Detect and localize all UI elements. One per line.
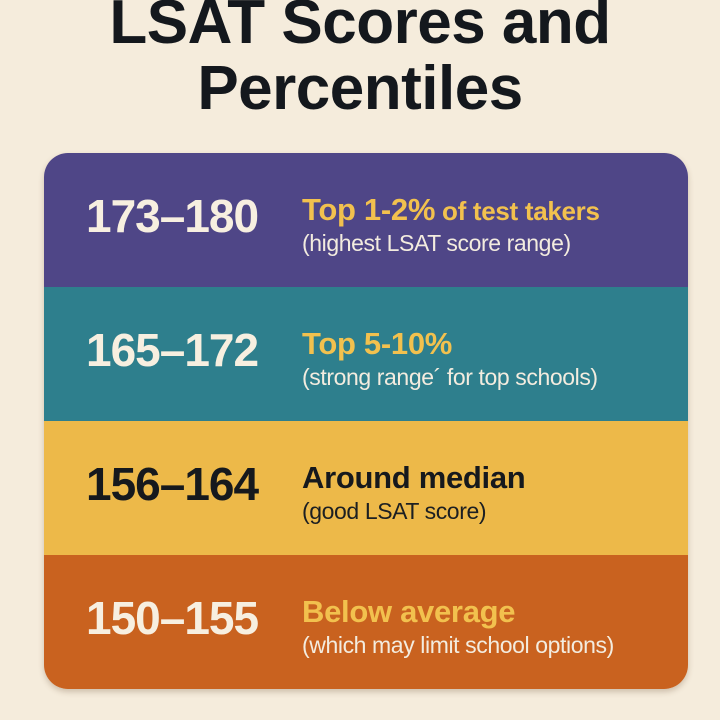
score-band-top: 173–180 Top 1-2% of test takers (highest…	[44, 153, 688, 287]
score-range: 150–155	[86, 592, 259, 644]
score-range: 173–180	[86, 190, 259, 242]
band-description: Below average (which may limit school op…	[302, 595, 614, 660]
score-table-card: 173–180 Top 1-2% of test takers (highest…	[44, 153, 688, 689]
band-subtext: (highest LSAT score range)	[302, 230, 571, 256]
title-line-1: LSAT Scores and	[109, 0, 611, 57]
band-subtext: (strong range´ for top schools)	[302, 364, 598, 390]
band-headline: Top 5-10%	[302, 327, 598, 362]
headline-main: Top 5-10%	[302, 326, 453, 361]
score-band-median: 156–164 Around median (good LSAT score)	[44, 421, 688, 555]
score-range: 165–172	[86, 324, 259, 376]
headline-main: Below average	[302, 594, 516, 629]
score-range: 156–164	[86, 458, 259, 510]
headline-main: Around median	[302, 460, 526, 495]
band-description: Top 5-10% (strong range´ for top schools…	[302, 327, 598, 392]
band-subtext: (which may limit school options)	[302, 632, 614, 658]
band-subtext: (good LSAT score)	[302, 498, 487, 524]
band-description: Around median (good LSAT score)	[302, 460, 526, 526]
band-description: Top 1-2% of test takers (highest LSAT sc…	[302, 193, 600, 258]
headline-main: Top 1-2%	[302, 192, 436, 227]
score-band-below-average: 150–155 Below average (which may limit s…	[44, 555, 688, 689]
headline-suffix: of test takers	[435, 196, 600, 226]
page-title: LSAT Scores and Percentiles	[0, 0, 720, 122]
title-line-2: Percentiles	[197, 54, 523, 123]
band-headline: Top 1-2% of test takers	[302, 193, 600, 228]
band-headline: Below average	[302, 595, 614, 630]
band-headline: Around median	[302, 460, 526, 496]
score-band-strong: 165–172 Top 5-10% (strong range´ for top…	[44, 287, 688, 421]
